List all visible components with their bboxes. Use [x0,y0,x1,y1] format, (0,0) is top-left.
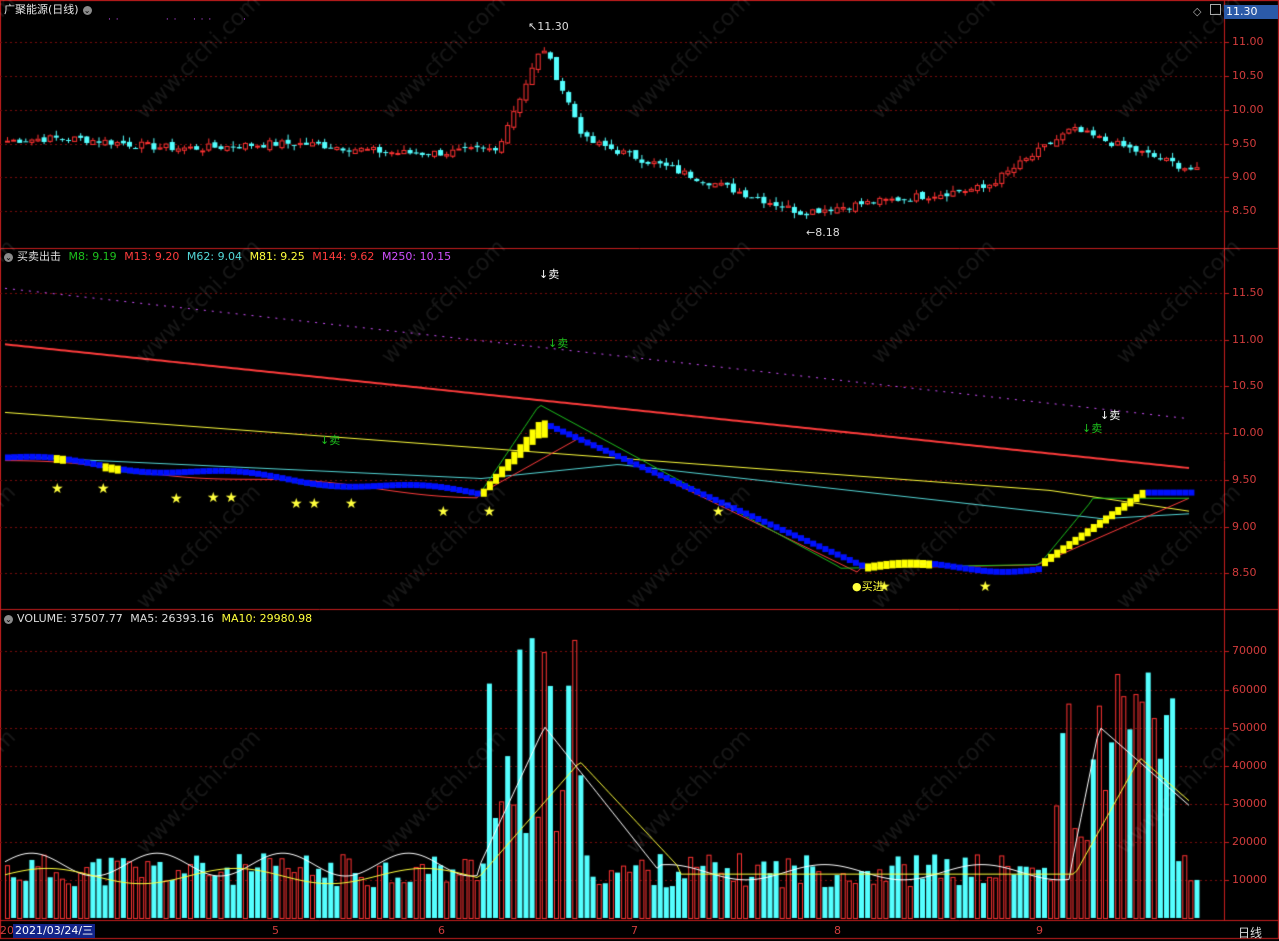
price-tick: 11.00 [1232,35,1264,48]
month-label: 6 [438,924,445,937]
volume-value: VOLUME: 37507.77 [17,612,123,625]
indicator-tick: 11.00 [1232,333,1264,346]
volume-tick: 50000 [1232,721,1267,734]
indicator-name[interactable]: 买卖出击 [17,250,61,263]
m250-value: M250: 10.15 [381,250,452,263]
indicator-tick: 10.50 [1232,379,1264,392]
price-tick: 10.00 [1232,103,1264,116]
m81-value: M81: 9.25 [249,250,305,263]
sell-signal-white: ↓卖 [539,268,560,281]
volume-tick: 10000 [1232,873,1267,886]
low-price-annotation: ←8.18 [806,226,840,239]
current-price-badge: 11.30 [1224,5,1278,19]
m144-value: M144: 9.62 [312,250,375,263]
dropdown-icon[interactable]: ⌄ [82,5,92,15]
m62-value: M62: 9.04 [186,250,243,263]
high-price-annotation: ↖11.30 [528,20,569,33]
volume-tick: 30000 [1232,797,1267,810]
price-tick: 10.50 [1232,69,1264,82]
indicator-tick: 8.50 [1232,566,1257,579]
stock-title[interactable]: 广聚能源(日线) [4,3,79,16]
price-tick: 8.50 [1232,204,1257,217]
ma10-value: MA10: 29980.98 [221,612,313,625]
ma5-value: MA5: 26393.16 [130,612,214,625]
indicator-tick: 10.00 [1232,426,1264,439]
price-panel-header: 广聚能源(日线) ⌄ [4,3,96,17]
date-prefix: 20 [0,924,14,937]
window-toggle-icon[interactable] [1210,4,1221,15]
month-label: 5 [272,924,279,937]
dropdown-icon[interactable]: ⌄ [4,252,13,262]
month-label: 7 [631,924,638,937]
sell-signal-green: ↓卖 [548,337,569,350]
price-tick: 9.00 [1232,170,1257,183]
sell-signal-green: ↓卖 [1082,422,1103,435]
period-selector[interactable]: 日线 [1238,926,1263,940]
m8-value: M8: 9.19 [68,250,117,263]
diamond-icon[interactable]: ◇ [1193,5,1202,18]
sell-signal-green: ↓卖 [320,434,341,447]
indicator-tick: 9.00 [1232,520,1257,533]
price-tick: 9.50 [1232,137,1257,150]
volume-tick: 70000 [1232,644,1267,657]
month-label: 8 [834,924,841,937]
indicator-tick: 9.50 [1232,473,1257,486]
volume-tick: 60000 [1232,683,1267,696]
m250-dots-markers: · · · · · · · · [108,15,247,25]
volume-tick: 20000 [1232,835,1267,848]
m13-value: M13: 9.20 [124,250,180,263]
month-label: 9 [1036,924,1043,937]
indicator-header: ⌄ 买卖出击 M8: 9.19 M13: 9.20 M62: 9.04 M81: … [4,250,455,264]
dropdown-icon[interactable]: ⌄ [4,614,13,624]
volume-tick: 40000 [1232,759,1267,772]
indicator-tick: 11.50 [1232,286,1264,299]
buy-signal: ●买进 [852,580,884,593]
volume-header: ⌄ VOLUME: 37507.77 MA5: 26393.16 MA10: 29… [4,612,316,626]
date-cursor-box: 2021/03/24/三 [13,924,96,938]
sell-signal-white: ↓卖 [1100,409,1121,422]
